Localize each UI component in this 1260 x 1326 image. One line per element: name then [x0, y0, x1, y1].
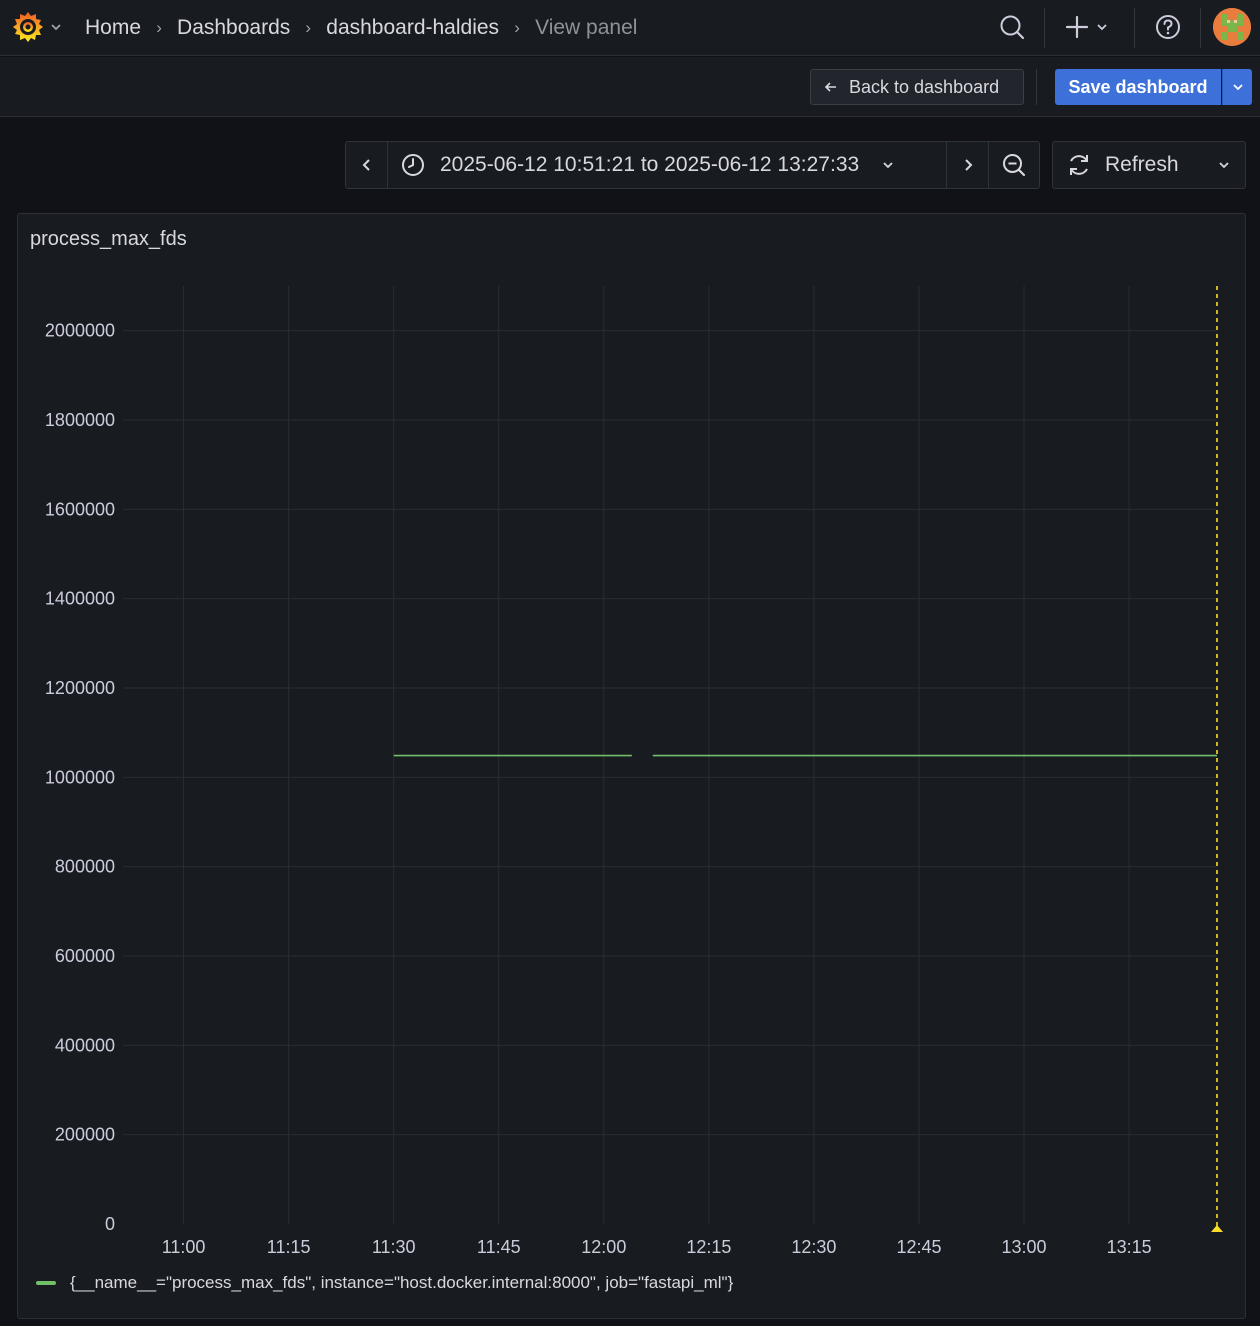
chevron-down-icon	[883, 162, 893, 169]
chevron-right-icon: ›	[514, 18, 520, 37]
chevron-right-icon	[964, 159, 972, 171]
time-range-label: 2025-06-12 10:51:21 to 2025-06-12 13:27:…	[440, 153, 860, 176]
refresh-icon	[1070, 155, 1088, 175]
divider	[1044, 8, 1045, 48]
panel-title: process_max_fds	[30, 228, 187, 250]
grafana-logo-icon[interactable]	[10, 9, 46, 45]
legend-label[interactable]: {__name__="process_max_fds", instance="h…	[70, 1273, 734, 1292]
panel-actions-bar: Back to dashboard Save dashboard	[0, 57, 1260, 117]
y-tick-label: 1000000	[45, 767, 115, 787]
y-tick-label: 600000	[55, 946, 115, 966]
legend-swatch	[36, 1281, 56, 1285]
chevron-down-icon	[1232, 84, 1243, 91]
save-options-button[interactable]	[1222, 69, 1252, 105]
time-shift-back-button[interactable]	[346, 142, 387, 188]
y-tick-label: 400000	[55, 1035, 115, 1055]
x-tick-label: 13:15	[1107, 1237, 1152, 1257]
x-tick-label: 13:00	[1002, 1237, 1047, 1257]
x-tick-label: 11:45	[477, 1237, 521, 1257]
x-tick-label: 12:30	[791, 1237, 836, 1257]
y-tick-label: 2000000	[45, 321, 115, 341]
divider	[988, 142, 989, 188]
divider	[1200, 8, 1201, 48]
divider	[1134, 8, 1135, 48]
y-tick-label: 200000	[55, 1125, 115, 1145]
x-tick-label: 12:45	[896, 1237, 941, 1257]
breadcrumb-dashboards[interactable]: Dashboards	[177, 16, 291, 39]
x-tick-label: 11:00	[162, 1237, 206, 1257]
refresh-picker: Refresh	[1052, 141, 1246, 189]
refresh-button[interactable]: Refresh	[1053, 142, 1201, 188]
refresh-label: Refresh	[1105, 153, 1179, 176]
y-tick-label: 0	[105, 1214, 115, 1234]
divider	[1036, 69, 1037, 105]
y-tick-label: 1200000	[45, 678, 115, 698]
refresh-interval-button[interactable]	[1202, 142, 1246, 188]
x-tick-label: 12:15	[686, 1237, 731, 1257]
breadcrumb: Home › Dashboards › dashboard-haldies › …	[85, 0, 637, 56]
x-tick-label: 11:30	[372, 1237, 416, 1257]
y-tick-label: 1400000	[45, 589, 115, 609]
chevron-left-icon	[362, 159, 370, 171]
panel-timeseries: process_max_fds 0 200000 400000 600000 80000…	[17, 213, 1246, 1319]
legend: {__name__="process_max_fds", instance="h…	[36, 1273, 733, 1293]
search-icon[interactable]	[997, 12, 1027, 42]
x-tick-label: 12:00	[581, 1237, 626, 1257]
back-to-dashboard-button[interactable]: Back to dashboard	[810, 69, 1024, 105]
zoom-out-button[interactable]	[989, 142, 1039, 188]
chevron-down-icon	[1219, 162, 1229, 169]
chevron-right-icon: ›	[156, 18, 162, 37]
time-range-button[interactable]: 2025-06-12 10:51:21 to 2025-06-12 13:27:…	[388, 142, 946, 188]
save-dashboard-label: Save dashboard	[1068, 76, 1208, 97]
top-navbar: Home › Dashboards › dashboard-haldies › …	[0, 0, 1260, 56]
x-tick-label: 11:15	[267, 1237, 311, 1257]
chevron-down-icon[interactable]	[49, 18, 63, 36]
time-range-picker: 2025-06-12 10:51:21 to 2025-06-12 13:27:…	[345, 141, 1040, 189]
chevron-right-icon: ›	[305, 18, 312, 37]
y-tick-label: 800000	[55, 857, 115, 877]
y-tick-label: 1800000	[45, 410, 115, 430]
help-icon[interactable]	[1153, 12, 1183, 42]
plus-icon[interactable]	[1063, 12, 1113, 42]
breadcrumb-home[interactable]: Home	[85, 16, 142, 39]
arrow-left-icon	[824, 82, 836, 92]
breadcrumb-dashboard[interactable]: dashboard-haldies	[326, 16, 500, 39]
back-to-dashboard-label: Back to dashboard	[849, 76, 1000, 97]
divider	[946, 142, 947, 188]
y-tick-label: 1600000	[45, 499, 115, 519]
timeseries-chart[interactable]: 0 200000 400000 600000 800000 1000000 1200000 1…	[18, 214, 1247, 1264]
breadcrumb-current: View panel	[535, 16, 638, 39]
clock-icon	[402, 154, 424, 176]
avatar[interactable]	[1213, 8, 1251, 46]
divider	[387, 142, 388, 188]
zoom-out-icon	[1003, 154, 1026, 177]
save-dashboard-button[interactable]: Save dashboard	[1055, 69, 1221, 105]
time-shift-forward-button[interactable]	[947, 142, 988, 188]
now-marker-icon	[1211, 1225, 1223, 1232]
